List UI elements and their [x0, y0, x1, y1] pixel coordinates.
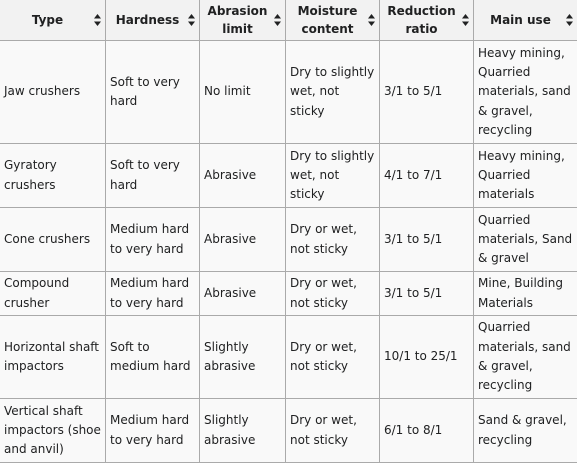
cell-abrasion-limit: Abrasive — [200, 208, 286, 272]
cell-hardness: Medium hard to very hard — [106, 272, 200, 316]
column-header-reduction-ratio[interactable]: Reduction ratio — [380, 0, 474, 41]
cell-type: Cone crushers — [0, 208, 106, 272]
sort-arrows-icon[interactable] — [368, 14, 375, 26]
cell-main-use: Heavy mining, Quarried materials, sand &… — [474, 41, 577, 144]
cell-reduction-ratio: 3/1 to 5/1 — [380, 208, 474, 272]
cell-abrasion-limit: Abrasive — [200, 272, 286, 316]
cell-type: Vertical shaft impactors (shoe and anvil… — [0, 399, 106, 463]
column-header-label: Moisture content — [298, 4, 358, 36]
cell-type: Horizontal shaft impactors — [0, 316, 106, 399]
cell-reduction-ratio: 6/1 to 8/1 — [380, 399, 474, 463]
column-header-moisture-content[interactable]: Moisture content — [286, 0, 380, 41]
cell-reduction-ratio: 10/1 to 25/1 — [380, 316, 474, 399]
table-row: Jaw crushers Soft to very hard No limit … — [0, 41, 577, 144]
column-header-abrasion-limit[interactable]: Abrasion limit — [200, 0, 286, 41]
sort-arrows-icon[interactable] — [274, 14, 281, 26]
table-row: Cone crushers Medium hard to very hard A… — [0, 208, 577, 272]
cell-main-use: Sand & gravel, recycling — [474, 399, 577, 463]
cell-type: Jaw crushers — [0, 41, 106, 144]
cell-moisture-content: Dry or wet, not sticky — [286, 272, 380, 316]
cell-abrasion-limit: No limit — [200, 41, 286, 144]
cell-abrasion-limit: Abrasive — [200, 144, 286, 208]
cell-hardness: Soft to very hard — [106, 144, 200, 208]
table-row: Horizontal shaft impactors Soft to mediu… — [0, 316, 577, 399]
column-header-label: Abrasion limit — [208, 4, 268, 36]
table-row: Gyratory crushers Soft to very hard Abra… — [0, 144, 577, 208]
cell-moisture-content: Dry to slightly wet, not sticky — [286, 144, 380, 208]
column-header-label: Main use — [490, 13, 551, 27]
cell-abrasion-limit: Slightly abrasive — [200, 399, 286, 463]
column-header-label: Reduction ratio — [387, 4, 455, 36]
sort-arrows-icon[interactable] — [94, 14, 101, 26]
sort-arrows-icon[interactable] — [566, 14, 573, 26]
cell-hardness: Medium hard to very hard — [106, 208, 200, 272]
cell-reduction-ratio: 4/1 to 7/1 — [380, 144, 474, 208]
cell-abrasion-limit: Slightly abrasive — [200, 316, 286, 399]
cell-type: Compound crusher — [0, 272, 106, 316]
column-header-label: Hardness — [116, 13, 180, 27]
cell-hardness: Soft to medium hard — [106, 316, 200, 399]
cell-main-use: Mine, Building Materials — [474, 272, 577, 316]
cell-main-use: Quarried materials, Sand & gravel — [474, 208, 577, 272]
cell-reduction-ratio: 3/1 to 5/1 — [380, 272, 474, 316]
cell-reduction-ratio: 3/1 to 5/1 — [380, 41, 474, 144]
table-row: Vertical shaft impactors (shoe and anvil… — [0, 399, 577, 463]
sort-arrows-icon[interactable] — [462, 14, 469, 26]
cell-moisture-content: Dry to slightly wet, not sticky — [286, 41, 380, 144]
sort-arrows-icon[interactable] — [188, 14, 195, 26]
cell-moisture-content: Dry or wet, not sticky — [286, 399, 380, 463]
cell-hardness: Medium hard to very hard — [106, 399, 200, 463]
cell-hardness: Soft to very hard — [106, 41, 200, 144]
cell-moisture-content: Dry or wet, not sticky — [286, 208, 380, 272]
cell-main-use: Quarried materials, sand & gravel, recyc… — [474, 316, 577, 399]
column-header-hardness[interactable]: Hardness — [106, 0, 200, 41]
column-header-type[interactable]: Type — [0, 0, 106, 41]
column-header-main-use[interactable]: Main use — [474, 0, 577, 41]
cell-moisture-content: Dry or wet, not sticky — [286, 316, 380, 399]
column-header-label: Type — [32, 13, 63, 27]
cell-main-use: Heavy mining, Quarried materials — [474, 144, 577, 208]
cell-type: Gyratory crushers — [0, 144, 106, 208]
table-header-row: Type Hardness Abrasion limit Moisture co… — [0, 0, 577, 41]
table-row: Compound crusher Medium hard to very har… — [0, 272, 577, 316]
